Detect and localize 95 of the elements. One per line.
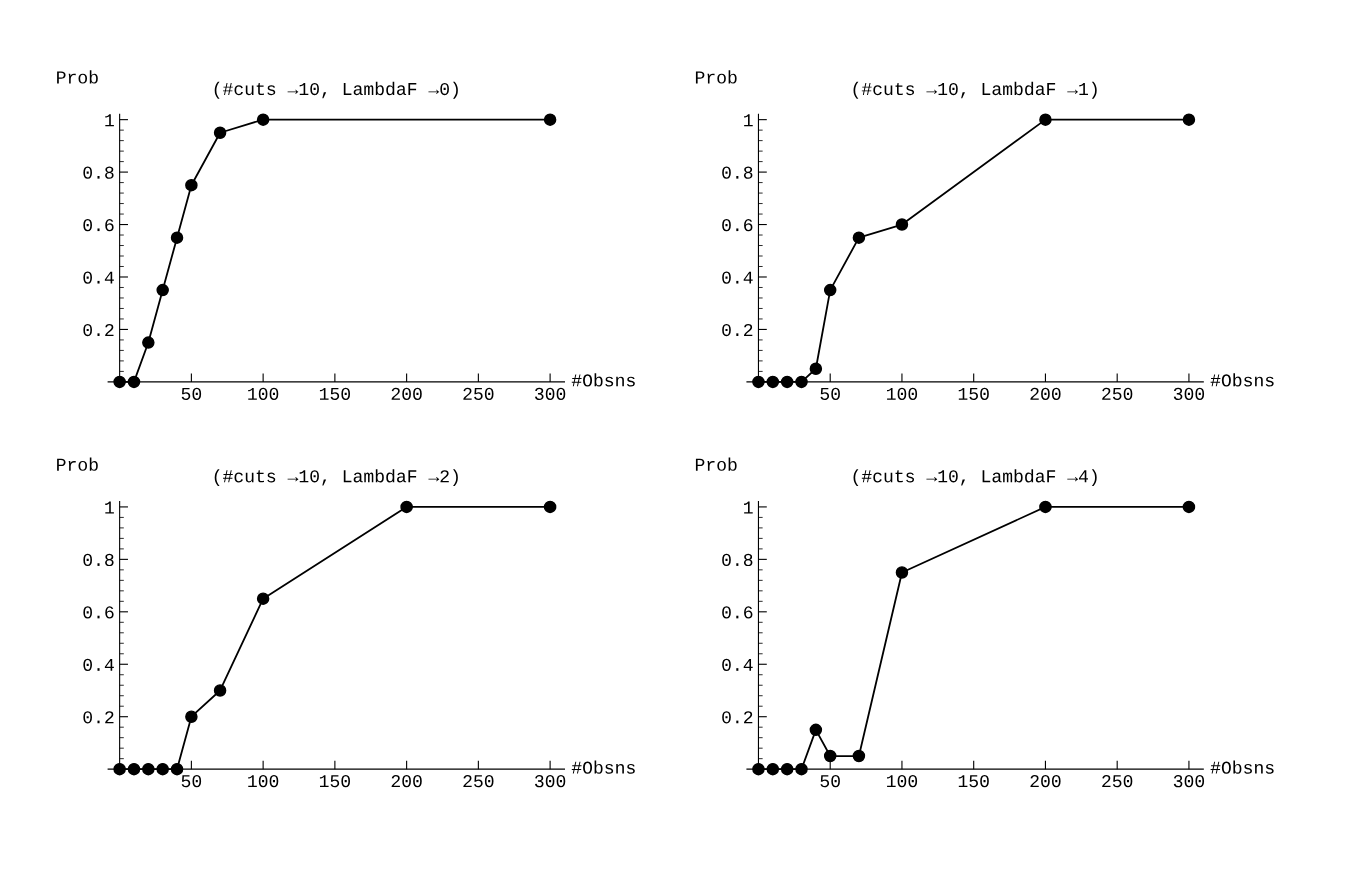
x-tick-label: 100 (248, 387, 279, 401)
point (809, 362, 823, 376)
y-tick-label: 0.2 (722, 323, 753, 337)
x-tick-label: 300 (1173, 775, 1205, 788)
point (113, 375, 126, 389)
point (809, 723, 823, 737)
y-tick-label: 0.8 (722, 166, 753, 179)
point (127, 375, 141, 389)
chart-title: (#cuts →10, LambdaF →0) (214, 81, 458, 99)
x-tick-label: 200 (391, 775, 422, 788)
x-tick-label: 150 (958, 387, 989, 401)
x-tick-label: 250 (1102, 775, 1133, 788)
x-tick-label: 200 (1030, 387, 1061, 401)
y-axis-title: Prob (57, 457, 98, 471)
y-axis-title: Prob (695, 457, 737, 471)
point (213, 126, 227, 140)
x-axis-title: #Obsns (1210, 760, 1274, 774)
y-tick-label: 1 (744, 114, 753, 127)
point (185, 178, 198, 192)
point (142, 336, 155, 349)
x-tick-label: 300 (534, 387, 566, 401)
x-axis-title: #Obsns (571, 373, 635, 387)
x-tick-label: 50 (181, 775, 202, 788)
x-tick-label: 200 (1030, 775, 1061, 788)
point (852, 749, 866, 763)
y-tick-label: 0.4 (83, 658, 114, 671)
x-tick-label: 300 (1173, 387, 1205, 401)
x-tick-label: 150 (958, 775, 989, 788)
point (852, 231, 866, 244)
y-axis-title: Prob (57, 70, 98, 84)
y-tick-label: 0.6 (722, 219, 753, 232)
point (170, 231, 184, 244)
y-tick-label: 0.4 (722, 271, 753, 284)
x-tick-label: 250 (463, 387, 494, 401)
y-tick-label: 0.8 (722, 553, 753, 567)
x-tick-label: 250 (1102, 387, 1133, 401)
x-tick-label: 100 (887, 775, 918, 788)
point (185, 710, 198, 723)
point (256, 113, 270, 126)
x-tick-label: 100 (248, 775, 279, 788)
point (543, 113, 557, 126)
y-axis-title: Prob (695, 70, 737, 84)
y-tick-label: 0.4 (722, 658, 753, 671)
point (142, 762, 155, 776)
point (1182, 113, 1196, 126)
point (895, 566, 909, 579)
x-tick-label: 150 (319, 775, 351, 788)
point (823, 749, 837, 763)
y-tick-label: 0.8 (83, 166, 114, 179)
x-tick-label: 100 (887, 387, 918, 401)
chart-title: (#cuts →10, LambdaF →1) (853, 81, 1097, 99)
point (795, 375, 808, 389)
x-tick-label: 50 (820, 775, 840, 788)
chart-title: (#cuts →10, LambdaF →2) (214, 469, 458, 486)
point (127, 762, 141, 776)
y-tick-label: 1 (105, 501, 114, 514)
point (256, 592, 270, 605)
point (780, 375, 794, 389)
y-tick-label: 1 (744, 501, 753, 514)
point (1039, 500, 1052, 514)
point (752, 762, 765, 776)
y-tick-label: 0.6 (83, 606, 114, 619)
point (766, 762, 780, 776)
y-tick-label: 0.2 (83, 711, 114, 724)
point (895, 218, 909, 231)
point (213, 684, 227, 697)
y-tick-label: 0.4 (83, 271, 114, 284)
x-tick-label: 300 (534, 775, 566, 788)
x-tick-label: 150 (319, 387, 351, 401)
point (156, 762, 169, 776)
x-axis-title: #Obsns (1210, 373, 1274, 387)
y-tick-label: 0.6 (722, 606, 753, 619)
point (823, 283, 837, 297)
y-tick-label: 0.2 (83, 323, 114, 337)
point (156, 283, 169, 297)
point (780, 762, 794, 776)
chart-title: (#cuts →10, LambdaF →4) (853, 469, 1097, 486)
point (400, 500, 413, 514)
y-tick-label: 1 (105, 114, 114, 127)
point (170, 762, 184, 776)
y-tick-label: 0.2 (722, 711, 753, 724)
point (1182, 500, 1196, 514)
y-tick-label: 0.8 (83, 553, 114, 567)
x-tick-label: 50 (820, 387, 840, 401)
x-tick-label: 50 (181, 387, 202, 401)
x-tick-label: 250 (463, 775, 494, 788)
point (1039, 113, 1052, 126)
point (113, 762, 126, 776)
y-tick-label: 0.6 (83, 219, 114, 232)
x-axis-title: #Obsns (571, 760, 635, 774)
x-tick-label: 200 (391, 387, 422, 401)
point (752, 375, 765, 389)
point (766, 375, 780, 389)
point (543, 500, 557, 514)
point (795, 762, 808, 776)
